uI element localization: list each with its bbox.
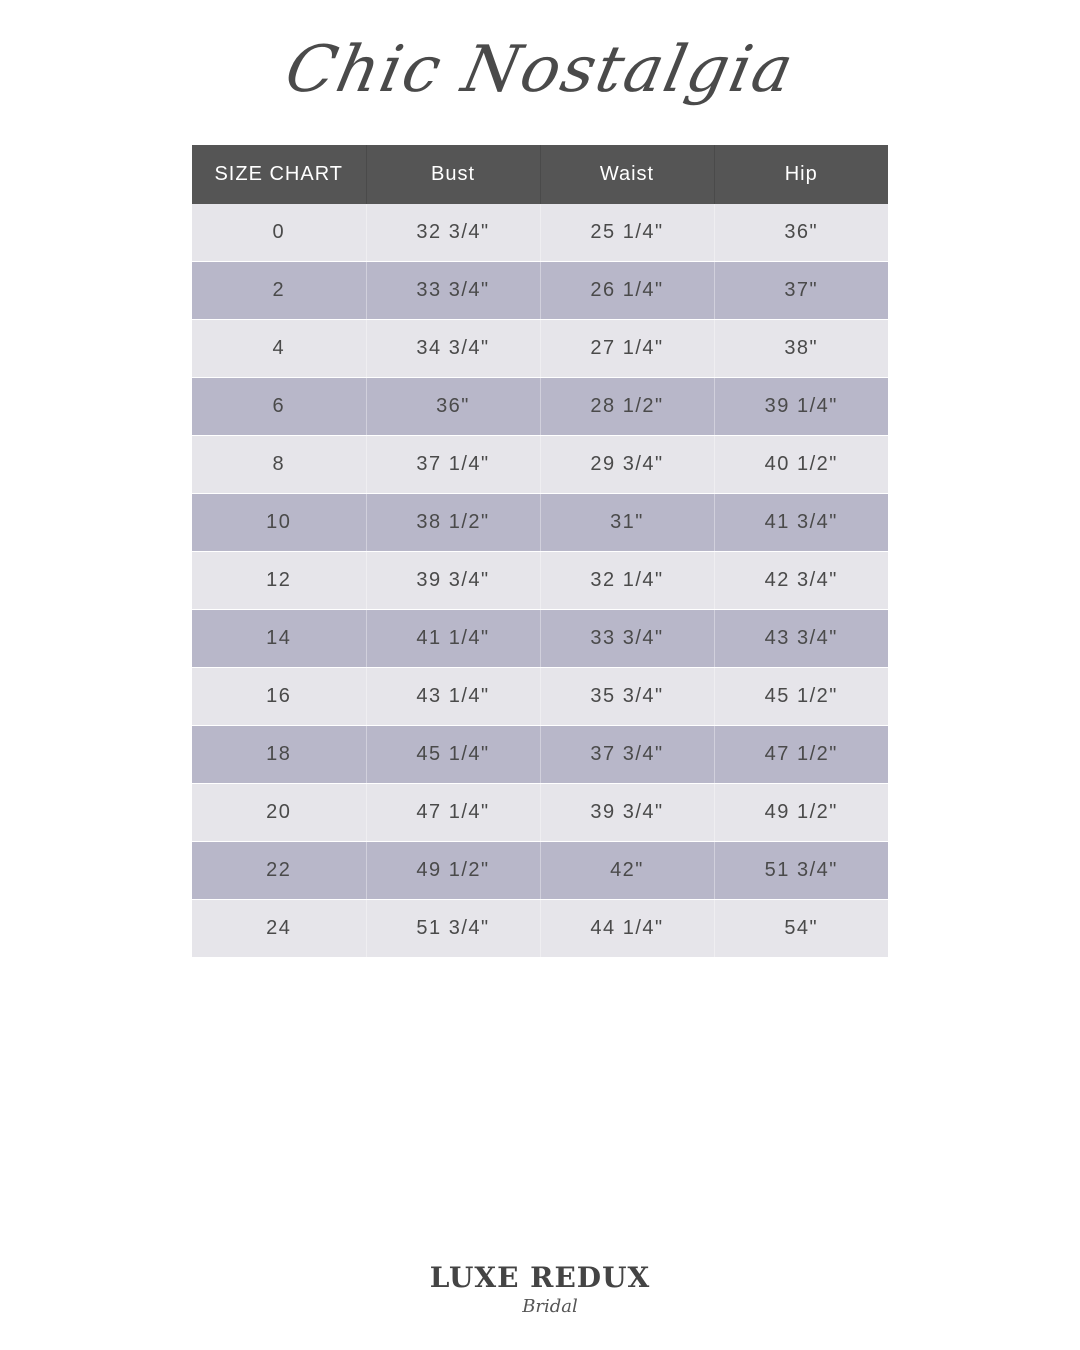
table-row: 20 47 1/4" 39 3/4" 49 1/2" [192,783,888,842]
cell-size: 6 [192,377,366,436]
logo-main: LUXE REDUX [429,1261,651,1294]
cell-size: 12 [192,551,366,610]
cell-size: 0 [192,204,366,262]
luxe-redux-logo: LUXE REDUX Bridal [0,1262,1080,1318]
cell-hip: 45 1/2" [713,667,888,726]
cell-size: 20 [192,783,366,842]
cell-bust: 32 3/4" [365,204,540,262]
cell-waist: 35 3/4" [539,667,714,726]
cell-hip: 37" [713,261,888,320]
cell-waist: 29 3/4" [539,435,714,494]
header-row: SIZE CHART Bust Waist Hip [192,145,888,204]
cell-size: 8 [192,435,366,494]
cell-waist: 28 1/2" [539,377,714,436]
cell-bust: 49 1/2" [365,841,540,900]
cell-waist: 42" [539,841,714,900]
table-row: 2 33 3/4" 26 1/4" 37" [192,261,888,320]
cell-size: 10 [192,493,366,552]
cell-waist: 37 3/4" [539,725,714,784]
cell-bust: 33 3/4" [365,261,540,320]
cell-bust: 45 1/4" [365,725,540,784]
cell-size: 22 [192,841,366,900]
size-chart-table: SIZE CHART Bust Waist Hip 0 32 3/4" 25 1/4… [192,145,888,958]
cell-bust: 47 1/4" [365,783,540,842]
cell-hip: 41 3/4" [713,493,888,552]
table-row: 8 37 1/4" 29 3/4" 40 1/2" [192,435,888,494]
cell-size: 14 [192,609,366,668]
cell-size: 24 [192,899,366,958]
cell-bust: 38 1/2" [365,493,540,552]
cell-waist: 33 3/4" [539,609,714,668]
cell-size: 2 [192,261,366,320]
table-row: 4 34 3/4" 27 1/4" 38" [192,319,888,378]
cell-hip: 47 1/2" [713,725,888,784]
cell-waist: 39 3/4" [539,783,714,842]
header-hip: Hip [713,145,888,204]
cell-waist: 32 1/4" [539,551,714,610]
table-row: 22 49 1/2" 42" 51 3/4" [192,841,888,900]
header-bust: Bust [365,145,540,204]
brand-title: Chic Nostalgia [279,33,801,107]
table-row: 0 32 3/4" 25 1/4" 36" [192,204,888,262]
cell-size: 4 [192,319,366,378]
table-row: 6 36" 28 1/2" 39 1/4" [192,377,888,436]
cell-bust: 39 3/4" [365,551,540,610]
table-row: 12 39 3/4" 32 1/4" 42 3/4" [192,551,888,610]
cell-waist: 27 1/4" [539,319,714,378]
cell-hip: 49 1/2" [713,783,888,842]
cell-bust: 41 1/4" [365,609,540,668]
cell-size: 16 [192,667,366,726]
header-size: SIZE CHART [192,145,366,204]
cell-waist: 31" [539,493,714,552]
cell-hip: 51 3/4" [713,841,888,900]
cell-hip: 54" [713,899,888,958]
table-row: 24 51 3/4" 44 1/4" 54" [192,899,888,958]
cell-bust: 34 3/4" [365,319,540,378]
cell-hip: 40 1/2" [713,435,888,494]
header-waist: Waist [539,145,714,204]
table-row: 18 45 1/4" 37 3/4" 47 1/2" [192,725,888,784]
cell-size: 18 [192,725,366,784]
cell-waist: 26 1/4" [539,261,714,320]
cell-waist: 25 1/4" [539,204,714,262]
table-row: 10 38 1/2" 31" 41 3/4" [192,493,888,552]
cell-waist: 44 1/4" [539,899,714,958]
cell-bust: 43 1/4" [365,667,540,726]
cell-bust: 51 3/4" [365,899,540,958]
cell-hip: 42 3/4" [713,551,888,610]
cell-bust: 36" [365,377,540,436]
cell-hip: 43 3/4" [713,609,888,668]
table-body: 0 32 3/4" 25 1/4" 36" 2 33 3/4" 26 1/4" 37" 4 34 … [192,204,888,958]
cell-hip: 38" [713,319,888,378]
cell-hip: 39 1/4" [713,377,888,436]
cell-bust: 37 1/4" [365,435,540,494]
cell-hip: 36" [713,204,888,262]
logo-sub: Bridal [522,1296,578,1317]
table-row: 14 41 1/4" 33 3/4" 43 3/4" [192,609,888,668]
table-row: 16 43 1/4" 35 3/4" 45 1/2" [192,667,888,726]
